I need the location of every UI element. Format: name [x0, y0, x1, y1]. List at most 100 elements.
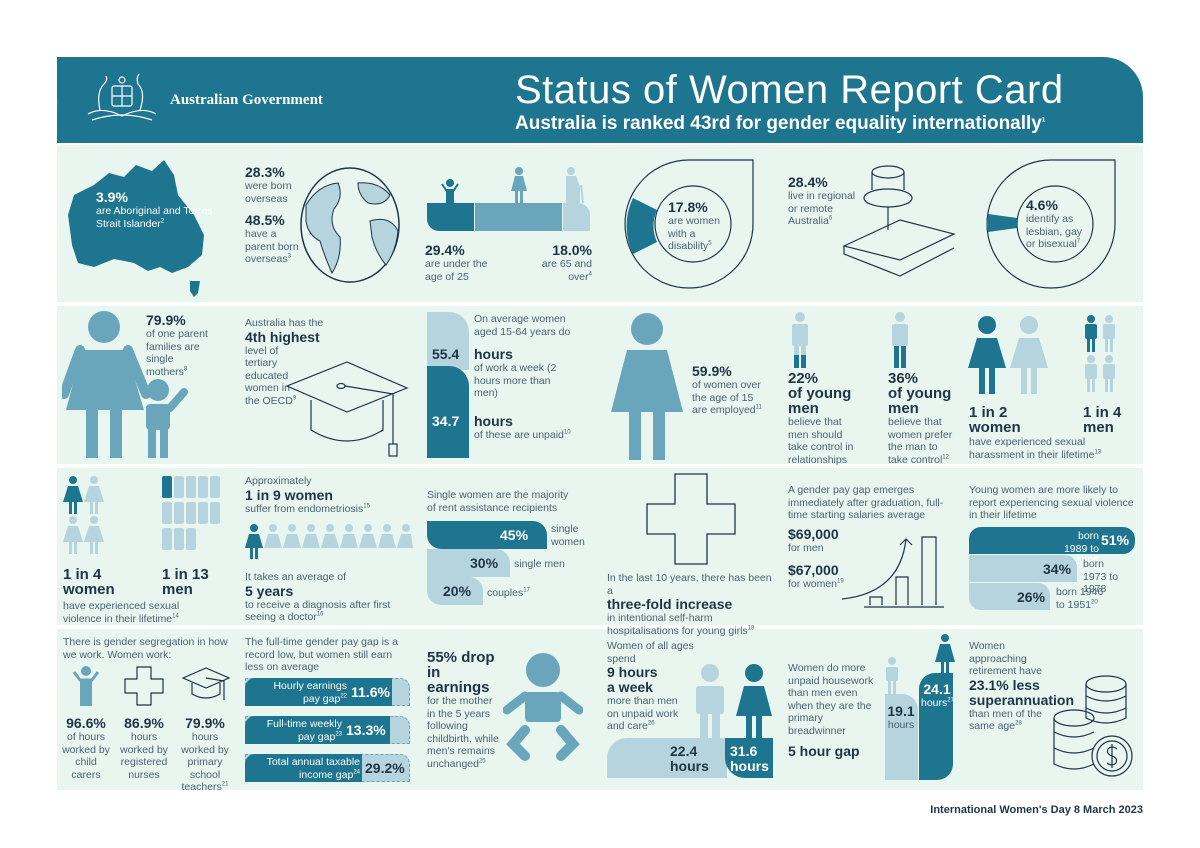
housework-bar-men	[885, 694, 918, 780]
pay-gap-bar-0	[245, 678, 392, 706]
grad-pay-intro: A gender pay gap emerges immediately aft…	[788, 484, 944, 521]
work-intro: On average women aged 15-64 years do	[474, 313, 571, 338]
young-man-36-icon	[892, 312, 908, 368]
disability-donut-icon	[624, 159, 754, 289]
harassment-men-label: 1 in 4 men	[1083, 404, 1122, 436]
self-harm-stat: In the last 10 years, there has been a t…	[607, 572, 772, 637]
row-family-work	[57, 306, 1143, 464]
age-bar-65plus	[563, 203, 590, 231]
violence-label-2: born 1946 to 195120	[1056, 586, 1104, 611]
violence-label-1: born 1973 to 1978	[1083, 558, 1119, 595]
pay-gap-label-1: Full-time weekly pay gap23	[266, 718, 342, 743]
employed-stat: 59.9% of women over the age of 15 are em…	[692, 363, 762, 417]
housework-man-icon	[886, 657, 898, 695]
woman-icon	[511, 167, 527, 204]
graduation-cap-icon	[285, 361, 409, 457]
young-man-22-icon	[792, 312, 808, 368]
housework-gap: 5 hour gap	[788, 743, 860, 759]
baby-icon	[503, 653, 583, 761]
coins-stack-icon	[1053, 675, 1133, 777]
super-stat: Women approaching retirement have 23.1% …	[969, 640, 1075, 732]
violence-bar-1989	[969, 527, 1135, 554]
growth-chart-icon	[841, 536, 944, 608]
pay-gap-bar-2	[245, 754, 362, 782]
mother-child-icon	[62, 311, 188, 458]
young-men-36-stat: 36% of young men believe that women pref…	[888, 370, 953, 466]
rent-bar-couples	[427, 577, 483, 605]
endometriosis-women-icon	[245, 524, 413, 559]
violence-value-1: 34%	[1043, 561, 1072, 577]
tertiary-stat: Australia has the 4th highest level of t…	[245, 317, 324, 407]
unpaid-men-value: 22.4 hours	[670, 743, 709, 774]
work-bar-unpaid	[427, 366, 469, 458]
row-economic	[57, 629, 1143, 790]
elderly-icon	[566, 167, 584, 204]
footer-date: International Women's Day 8 March 2023	[930, 804, 1143, 816]
harassment-women-icon	[968, 316, 1048, 394]
violence-bar-1973	[969, 555, 1077, 582]
unpaid-women-value: 31.6 hours	[730, 743, 769, 774]
disability-stat: 17.8% are women with a disability5	[668, 199, 720, 253]
rent-value-0: 45%	[500, 527, 529, 543]
harassment-text: have experienced sexual harassment in th…	[969, 436, 1102, 461]
violence-men-icon	[162, 476, 220, 550]
rent-label-1: single men	[514, 558, 565, 570]
work-bar-total	[427, 312, 469, 370]
row-demographics	[57, 145, 1143, 302]
grad-pay-men: $69,000 for men	[788, 526, 839, 555]
harassment-women-label: 1 in 2 women	[969, 404, 1021, 436]
rent-value-1: 30%	[470, 555, 499, 571]
age-bar-under25	[427, 203, 474, 231]
unpaid-care-stat: Women of all ages spend 9 hours a week m…	[607, 640, 694, 732]
rent-label-0: single women	[551, 523, 585, 548]
violence-label-0: born 1989 to 1995	[1063, 530, 1099, 567]
single-mothers-stat: 79.9% of one parent families are single …	[146, 312, 208, 378]
gov-wordmark: Australian Government	[170, 92, 323, 108]
housework-bar-women	[919, 673, 953, 780]
housework-men-value: 19.1 hours	[887, 703, 915, 732]
lgb-donut-icon	[986, 159, 1116, 289]
map-pin-icon	[842, 165, 956, 277]
under25-stat: 29.4% are under the age of 25	[425, 242, 488, 283]
pay-gap-intro: The full-time gender pay gap is a record…	[245, 636, 398, 673]
violence-women-icon	[63, 476, 104, 554]
coat-of-arms-icon	[87, 73, 157, 121]
diagnosis-stat: It takes an average of 5 years to receiv…	[245, 571, 391, 623]
pay-gap-label-0: Hourly earnings pay gap22	[273, 680, 347, 705]
earnings-drop-stat: 55% drop in earnings for the mother in t…	[427, 649, 499, 770]
unpaid-hours-text: hours of these are unpaid10	[474, 413, 571, 442]
pay-gap-value-0: 11.6%	[351, 684, 390, 700]
housework-text: Women do more unpaid housework than men …	[788, 662, 874, 737]
australia-map-icon	[68, 160, 204, 297]
over65-stat: 18.0% are 65 and over4	[541, 242, 592, 283]
segregation-item-0: 96.6% of hours worked by child carers	[62, 715, 110, 781]
pay-gap-value-2: 29.2%	[365, 760, 405, 776]
violence-value-2: 26%	[1017, 589, 1046, 605]
violence-men-label: 1 in 13 men	[162, 566, 209, 598]
rent-intro: Single women are the majority of rent as…	[427, 489, 569, 514]
housework-women-value: 24.1 hours27	[921, 681, 954, 710]
rent-bar-single-women	[427, 521, 547, 549]
pay-gap-bar-1	[245, 716, 390, 744]
rent-label-2: couples17	[487, 587, 530, 599]
rent-bar-single-men	[427, 549, 510, 577]
page-subtitle: Australia is ranked 43rd for gender equa…	[515, 113, 1046, 134]
woman-employed-icon	[611, 313, 683, 460]
violence-value-0: 51%	[1101, 532, 1130, 548]
violence-text: have experienced sexual violence in thei…	[63, 600, 180, 625]
pay-gap-value-1: 13.3%	[346, 722, 386, 738]
young-violence-intro: Young women are more likely to report ex…	[969, 484, 1134, 521]
child-carer-icon	[72, 666, 100, 706]
pay-gap-label-2: Total annual taxable income gap24	[266, 756, 360, 781]
harassment-men-icon	[1085, 315, 1115, 392]
violence-bar-1946	[969, 583, 1050, 610]
lgb-stat: 4.6% identify as lesbian, gay or bisexua…	[1026, 197, 1083, 251]
row-health-pay	[57, 468, 1143, 625]
work-hours-text: hours of work a week (2 hours more than …	[474, 346, 557, 400]
man-woman-icon	[696, 664, 772, 739]
segregation-item-1: 86.9% hours worked by registered nurses	[120, 715, 168, 781]
age-bar-middle	[475, 203, 562, 231]
unpaid-bar-women	[725, 738, 773, 778]
page-title: Status of Women Report Card	[515, 68, 1064, 112]
housework-woman-icon	[935, 634, 955, 678]
